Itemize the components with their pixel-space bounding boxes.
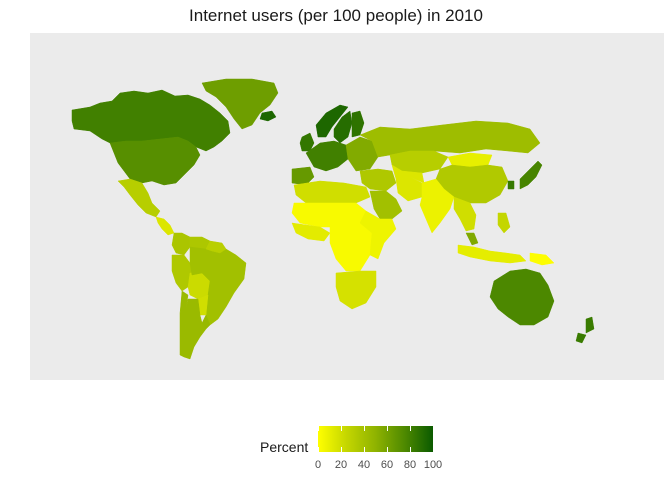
region-australia — [489, 268, 555, 326]
region-west-africa — [291, 222, 331, 242]
region-middle-east — [359, 168, 397, 192]
region-iceland — [259, 110, 277, 122]
legend-tick-label: 100 — [423, 459, 443, 471]
legend-tick-label: 20 — [334, 459, 348, 471]
region-united-kingdom — [299, 132, 315, 152]
legend-tick-mark — [387, 426, 388, 452]
legend-tick-mark — [433, 426, 434, 452]
color-legend: Percent 0 20 40 60 80 100 — [260, 424, 460, 474]
region-saudi-arabia — [369, 190, 403, 220]
region-uruguay — [201, 314, 211, 330]
region-southern-africa — [335, 270, 377, 310]
legend-colorbar — [318, 426, 433, 452]
region-sweden — [333, 110, 353, 144]
region-east-africa — [359, 210, 397, 260]
region-norway — [315, 104, 349, 138]
region-papua-new-guinea — [529, 252, 555, 266]
legend-tick-mark — [364, 426, 365, 452]
region-japan — [519, 160, 543, 190]
region-mongolia — [447, 152, 493, 168]
world-map — [71, 78, 595, 360]
legend-tick-mark — [341, 426, 342, 452]
legend-ticks: 0 20 40 60 80 100 — [315, 426, 442, 471]
region-united-states — [109, 136, 201, 186]
legend-title: Percent — [260, 439, 309, 455]
region-guyana-region — [205, 240, 227, 254]
region-argentina — [183, 298, 207, 360]
region-north-africa — [293, 180, 371, 204]
legend-tick-label: 80 — [403, 459, 417, 471]
region-southeast-asia — [453, 196, 477, 232]
region-new-zealand — [575, 316, 595, 344]
legend-tick-mark — [318, 426, 319, 452]
region-sahel — [291, 202, 367, 228]
region-central-africa — [329, 222, 373, 272]
legend-tick-label: 40 — [357, 459, 371, 471]
region-brazil — [189, 246, 247, 326]
region-philippines — [497, 212, 511, 234]
map-panel — [30, 33, 664, 380]
region-iberia — [291, 166, 315, 186]
region-central-america — [155, 216, 175, 236]
legend-tick-label: 60 — [380, 459, 394, 471]
region-indonesia — [457, 244, 527, 264]
region-malaysia — [465, 232, 479, 246]
region-eastern-europe — [345, 136, 379, 172]
region-india — [419, 178, 455, 234]
legend-tick-label: 0 — [314, 459, 322, 471]
region-russia — [359, 120, 541, 158]
region-south-korea — [507, 180, 515, 190]
region-mexico — [117, 178, 161, 218]
region-greenland — [201, 78, 279, 130]
region-canada — [71, 89, 231, 152]
legend-tick-mark — [410, 426, 411, 452]
region-finland — [351, 110, 365, 138]
region-colombia — [171, 232, 191, 256]
map-title: Internet users (per 100 people) in 2010 — [189, 6, 483, 25]
